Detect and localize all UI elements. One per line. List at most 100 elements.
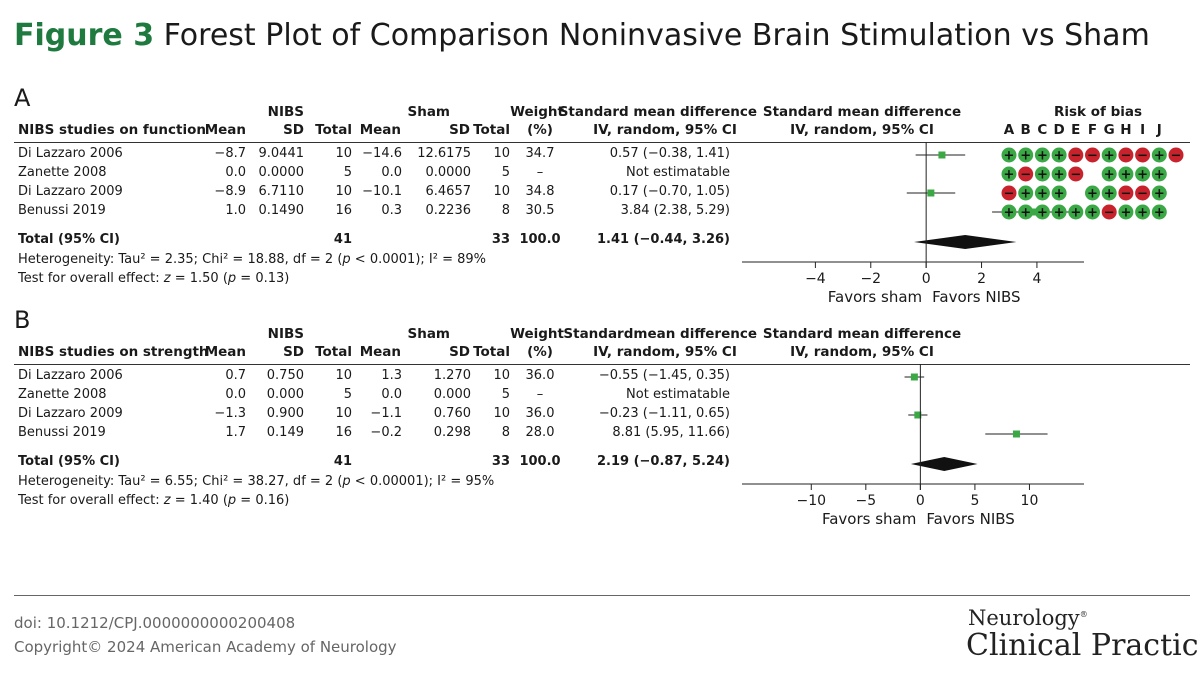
rob-symbol: + xyxy=(1054,206,1065,221)
rob-symbol: + xyxy=(1020,206,1031,221)
rob-symbol: − xyxy=(1004,187,1015,202)
doi-text: doi: 10.1212/CPJ.0000000000200408 xyxy=(14,614,296,632)
x-tick-label: −4 xyxy=(805,271,826,287)
rob-symbol: + xyxy=(1154,206,1165,221)
nibs-sd: 0.900 xyxy=(266,406,304,421)
x-tick-label: 2 xyxy=(977,271,986,287)
stat-part: p xyxy=(227,493,237,508)
sham-mean: −14.6 xyxy=(362,146,402,161)
col-smd-plot-sub: IV, random, 95% CI xyxy=(790,122,934,138)
sham-mean: −10.1 xyxy=(362,184,402,199)
nibs-total: 5 xyxy=(343,387,352,402)
smd-ci-text: −0.55 (−1.45, 0.35) xyxy=(598,368,730,383)
rob-symbol: + xyxy=(1004,206,1015,221)
figure-title-text: Forest Plot of Comparison Noninvasive Br… xyxy=(163,18,1150,53)
stat-part: < 0.00001); I² = 95% xyxy=(350,474,495,489)
smd-ci-text: −0.23 (−1.11, 0.65) xyxy=(598,406,730,421)
heterogeneity-text: Heterogeneity: Tau² = 2.35; Chi² = 18.88… xyxy=(18,252,486,267)
study-name: Zanette 2008 xyxy=(18,165,107,180)
group-header-nibs: NIBS xyxy=(267,104,304,120)
sham-mean: 1.3 xyxy=(381,368,402,383)
pooled-diamond xyxy=(913,235,1017,249)
stat-part: = 0.13) xyxy=(236,271,290,286)
logo-sup: ® xyxy=(1079,610,1088,619)
sham-sd: 0.760 xyxy=(433,406,471,421)
rob-symbol: − xyxy=(1104,206,1115,221)
weight-value: 34.7 xyxy=(525,146,555,161)
favors-sham-label: Favors sham xyxy=(828,288,922,306)
group-header-nibs: NIBS xyxy=(267,326,304,342)
stat-part: p xyxy=(342,474,351,489)
nibs-sd: 0.0000 xyxy=(258,165,305,180)
stat-part: z xyxy=(163,271,171,286)
nibs-total: 16 xyxy=(335,203,352,218)
rob-dot xyxy=(1085,204,1100,220)
rob-symbol: + xyxy=(1104,168,1115,183)
sham-total: 10 xyxy=(493,146,510,161)
study-name: Zanette 2008 xyxy=(18,387,107,402)
x-tick-label: −5 xyxy=(855,493,876,509)
rob-dot xyxy=(1135,147,1151,163)
col-nibs-total: Total xyxy=(315,122,352,138)
rob-symbol: + xyxy=(1020,149,1031,164)
rob-symbol: + xyxy=(1004,168,1015,183)
sham-sd: 0.2236 xyxy=(425,203,472,218)
col-weight: Weight xyxy=(510,326,564,342)
rob-dot xyxy=(1151,166,1167,182)
nibs-sd: 0.000 xyxy=(266,387,304,402)
header-rule xyxy=(14,364,1190,365)
stat-part: Heterogeneity: Tau² = 2.35; Chi² = 18.88… xyxy=(18,252,343,267)
rob-symbol: + xyxy=(1054,149,1065,164)
rob-symbol: + xyxy=(1037,206,1048,221)
pooled-diamond xyxy=(910,457,978,471)
journal-logo-bottom: Clinical Practice xyxy=(966,628,1200,663)
nibs-sd: 0.149 xyxy=(266,425,304,440)
rob-letter-f: F xyxy=(1087,122,1098,138)
rob-symbol: + xyxy=(1137,206,1148,221)
rob-letter-i: I xyxy=(1140,122,1146,138)
stat-part: = 1.50 ( xyxy=(170,271,228,286)
col-smd-text-header: Standardmean difference xyxy=(563,326,757,342)
total-label: Total (95% CI) xyxy=(18,232,120,247)
rob-symbol: − xyxy=(1137,187,1148,202)
weight-value: – xyxy=(536,165,544,180)
rob-dot xyxy=(1135,204,1151,220)
study-name: Di Lazzaro 2009 xyxy=(18,406,123,421)
rob-symbol: − xyxy=(1020,168,1031,183)
col-nibs-mean: Mean xyxy=(204,344,246,360)
sham-sd: 6.4657 xyxy=(425,184,472,199)
rob-symbol: + xyxy=(1037,149,1048,164)
total-sham: 33 xyxy=(491,232,510,247)
study-marker xyxy=(914,411,922,419)
rob-symbol: + xyxy=(1154,187,1165,202)
sham-mean: 0.0 xyxy=(381,165,402,180)
nibs-total: 10 xyxy=(335,406,352,421)
study-name: Benussi 2019 xyxy=(18,203,106,218)
logo-neurology: Neurology xyxy=(968,606,1080,630)
rob-symbol: − xyxy=(1120,187,1131,202)
nibs-sd: 6.7110 xyxy=(258,184,305,199)
col-sham-total: Total xyxy=(473,122,510,138)
x-tick-label: −10 xyxy=(796,493,826,509)
stat-part: = 0.16) xyxy=(236,493,290,508)
sham-total: 8 xyxy=(501,203,510,218)
rob-dot xyxy=(1068,204,1084,220)
col-nibs-mean: Mean xyxy=(204,122,246,138)
col-smd-text-header: Standard mean difference xyxy=(558,104,757,120)
rob-dot xyxy=(1018,204,1034,220)
group-header-sham: Sham xyxy=(407,326,450,342)
sham-total: 10 xyxy=(493,368,510,383)
total-ci-text: 2.19 (−0.87, 5.24) xyxy=(597,454,730,469)
rob-dot xyxy=(1168,147,1184,163)
rob-dot xyxy=(1001,185,1017,201)
rob-letter-b: B xyxy=(1020,122,1031,138)
col-smd-text-sub: IV, random, 95% CI xyxy=(593,344,737,360)
rob-dot xyxy=(1034,166,1050,182)
rob-dot xyxy=(1001,147,1017,163)
rob-dot xyxy=(1118,147,1134,163)
panel-letter: A xyxy=(14,84,31,112)
rob-symbol: + xyxy=(1137,168,1148,183)
rob-symbol: − xyxy=(1120,149,1131,164)
smd-ci-text: 3.84 (2.38, 5.29) xyxy=(620,203,730,218)
rob-dot xyxy=(1151,147,1167,163)
